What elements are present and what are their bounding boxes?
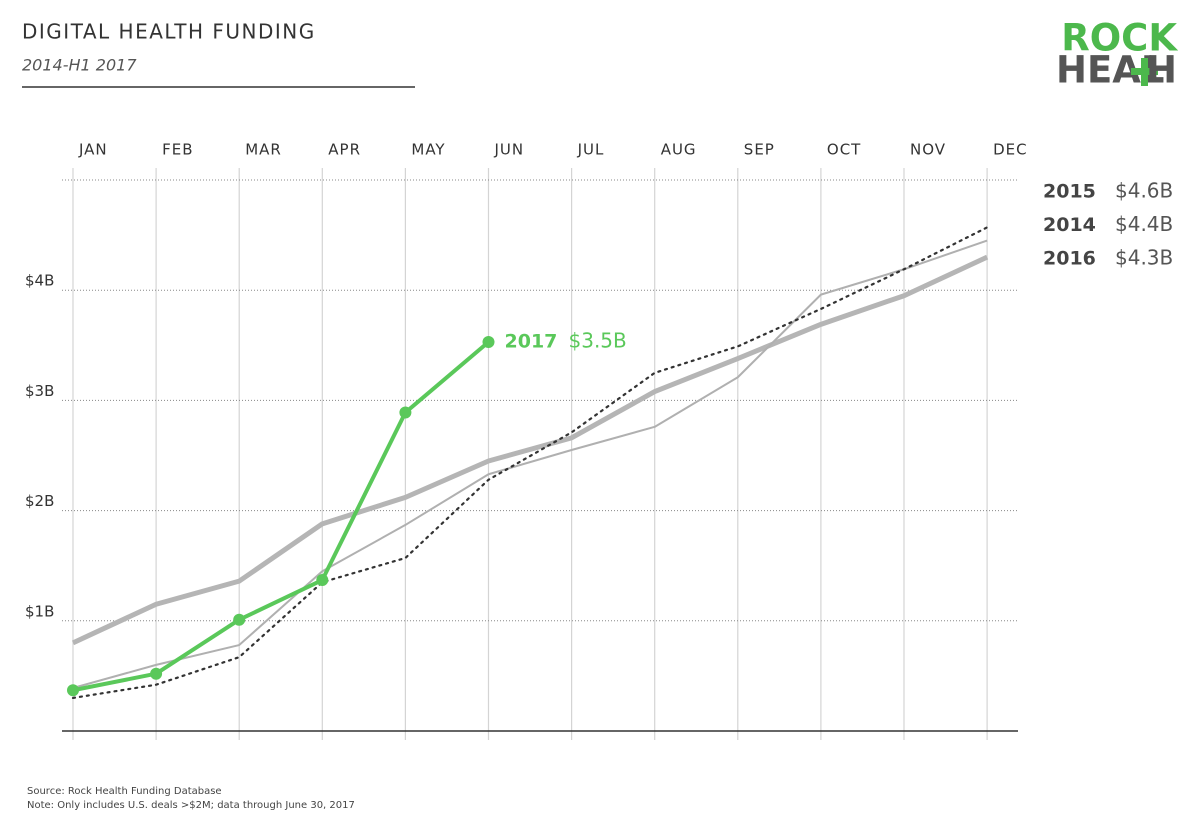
x-tick-label: SEP <box>744 141 775 159</box>
value-label: $4.4B <box>1115 212 1173 236</box>
x-tick-label: MAR <box>245 141 282 159</box>
series-line <box>71 254 989 646</box>
value-label: $4.3B <box>1115 246 1173 270</box>
x-tick-label: JUN <box>494 141 525 159</box>
logo-cross <box>1131 58 1158 86</box>
value-label: $4.6B <box>1115 179 1173 203</box>
point <box>316 574 329 587</box>
point <box>150 667 163 680</box>
legend-label: 2015 <box>1043 181 1096 203</box>
point <box>233 613 246 626</box>
x-tick-label: APR <box>328 141 361 159</box>
legend-label: 2016 <box>1043 248 1096 270</box>
source: Source: Rock Health Funding Database <box>27 786 222 797</box>
x-tick-label: NOV <box>910 141 946 159</box>
point <box>399 406 412 419</box>
x-tick-label: FEB <box>162 141 193 159</box>
point <box>67 684 79 697</box>
y-tick-label: $4B <box>25 272 54 290</box>
series-line <box>71 226 989 700</box>
logo-bottom-end: H <box>1146 49 1177 92</box>
y-tick-label: $2B <box>25 492 54 510</box>
note: Note: Only includes U.S. deals >$2M; dat… <box>27 800 355 811</box>
y-tick-label: $1B <box>25 602 54 620</box>
chart-subtitle: 2014-H1 2017 <box>22 56 137 75</box>
series-line <box>72 239 988 689</box>
legend-label: 2014 <box>1043 214 1096 236</box>
x-tick-label: JAN <box>78 141 108 159</box>
chart-title: DIGITAL HEALTH FUNDING <box>22 20 316 44</box>
x-tick-label: AUG <box>661 141 697 159</box>
x-tick-label: MAY <box>411 141 445 159</box>
y-tick-label: $3B <box>25 382 54 400</box>
legend-label: 2017 <box>505 330 558 352</box>
value-label: $3.5B <box>569 328 627 352</box>
series-line <box>72 340 490 693</box>
x-tick-label: OCT <box>827 141 861 159</box>
x-tick-label: DEC <box>993 141 1028 159</box>
logo-top: ROCK <box>1061 17 1178 60</box>
x-tick-label: JUL <box>577 141 605 159</box>
point <box>482 335 495 348</box>
